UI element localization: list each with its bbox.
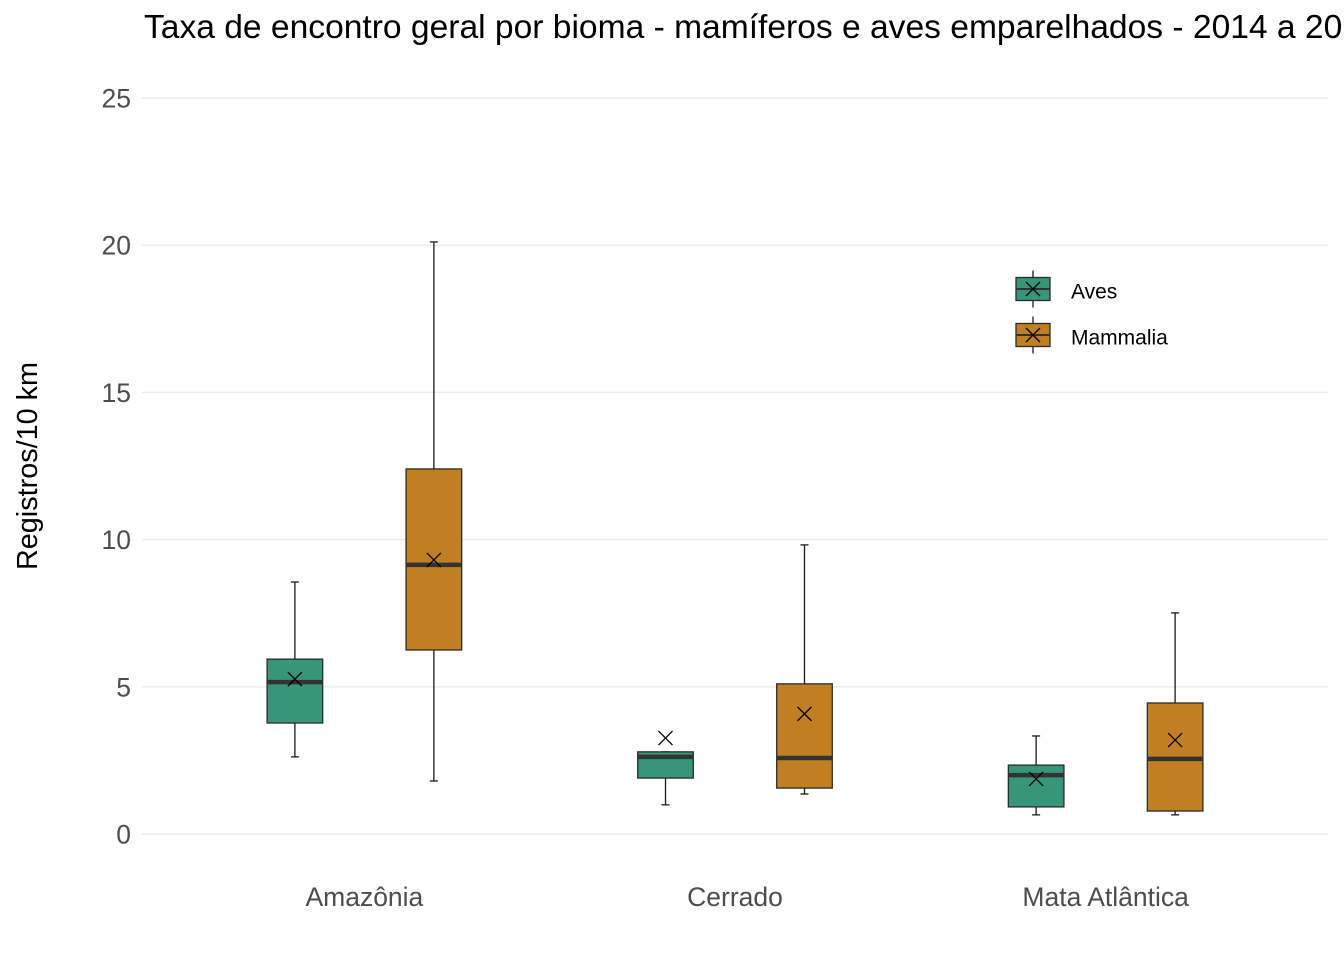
mean-marker: [426, 552, 442, 568]
mean-marker-stroke: [287, 671, 303, 687]
x-axis-tick-labels: Amazônia Cerrado Mata Atlântica: [305, 882, 1189, 912]
box: [1007, 764, 1065, 808]
box: [776, 683, 833, 789]
mean-marker: [797, 706, 812, 722]
boxplot-aves-mata-atlantica: [1007, 735, 1065, 816]
y-axis-title: Registros/10 km: [12, 362, 44, 570]
mean-marker-stroke: [426, 552, 442, 568]
mean-marker-stroke: [797, 706, 812, 722]
legend-label-mammalia: Mammalia: [1071, 327, 1168, 350]
y-tick-label: 5: [116, 672, 131, 702]
x-tick-label: Amazônia: [305, 882, 423, 912]
mean-marker: [287, 671, 303, 687]
mean-marker-stroke: [1028, 771, 1044, 787]
y-gridlines: [142, 97, 1328, 835]
boxplot-series: [266, 241, 1204, 816]
y-tick-label: 20: [102, 231, 131, 261]
y-axis-tick-labels: 0 5 10 15 20 25: [102, 84, 131, 850]
x-tick-label: Mata Atlântica: [1022, 882, 1189, 912]
mean-marker: [658, 730, 673, 746]
y-tick-label: 10: [102, 525, 131, 555]
legend-key-aves: [1015, 270, 1051, 308]
y-tick-label: 25: [102, 84, 131, 114]
boxplot-aves-cerrado: [637, 730, 694, 806]
mean-marker-stroke: [1025, 327, 1041, 343]
mean-marker-stroke: [1025, 281, 1041, 297]
y-tick-label: 0: [116, 820, 131, 850]
mean-marker: [1167, 732, 1183, 748]
y-tick-label: 15: [102, 378, 131, 408]
legend-label-aves: Aves: [1071, 281, 1117, 304]
boxplot-aves-amazonia: [266, 581, 324, 758]
legend-item-aves: Aves: [1015, 270, 1117, 308]
boxplot-mammalia-mata-atlantica: [1146, 612, 1204, 816]
boxplot-mammalia-cerrado: [776, 544, 833, 795]
box: [266, 658, 324, 724]
mean-marker-stroke: [1167, 732, 1183, 748]
x-tick-label: Cerrado: [687, 882, 783, 912]
mean-marker-stroke: [658, 730, 673, 746]
chart-title: Taxa de encontro geral por bioma - mamíf…: [144, 9, 1343, 46]
boxplot-mammalia-amazonia: [405, 241, 463, 782]
legend-item-mammalia: Mammalia: [1015, 316, 1168, 354]
mean-marker: [1025, 281, 1041, 297]
legend-key-mammalia: [1015, 316, 1051, 354]
legend: Aves Mammalia: [1015, 270, 1168, 354]
mean-marker: [1028, 771, 1044, 787]
mean-marker: [1025, 327, 1041, 343]
